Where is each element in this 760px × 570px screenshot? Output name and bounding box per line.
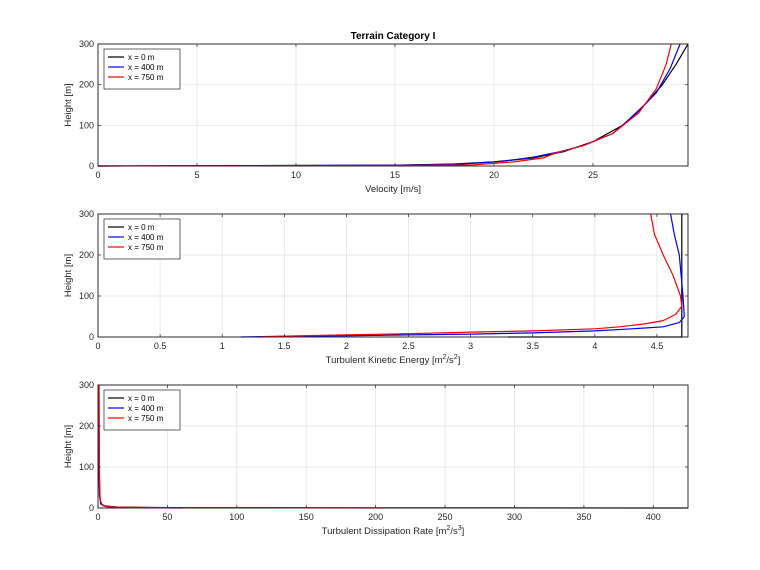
x-tick-label: 300	[507, 512, 522, 522]
y-tick-label: 100	[79, 462, 94, 472]
x-tick-label: 4.5	[651, 341, 664, 351]
y-tick-label: 300	[79, 209, 94, 219]
series-group	[98, 43, 689, 167]
x-tick-label: 15	[390, 170, 400, 180]
legend-entry: x = 0 m	[128, 394, 155, 403]
x-tick-label: 20	[489, 170, 499, 180]
x-axis-label: Turbulent Kinetic Energy [m2/s2]	[326, 354, 461, 366]
legend: x = 0 mx = 400 mx = 750 m	[103, 218, 181, 260]
chart-title: Terrain Category I	[351, 31, 436, 42]
legend-entry: x = 750 m	[128, 414, 164, 423]
subplot-2: 0 0.5 1 1.5 2 2.5 3 3.5 4 4.5 0 100 200 300 Turbulent …	[63, 209, 689, 366]
x-tick-label: 3.5	[526, 341, 539, 351]
plot-border	[97, 43, 689, 167]
plot-area	[97, 384, 689, 509]
x-tick-label: 1.5	[278, 341, 291, 351]
x-tick-label: 250	[438, 512, 453, 522]
plot-border	[97, 213, 689, 338]
y-tick-label: 0	[89, 161, 94, 171]
x-tick-label: 350	[576, 512, 591, 522]
y-tick-label: 200	[79, 250, 94, 260]
legend-entry: x = 0 m	[128, 53, 155, 62]
y-tick-label: 200	[79, 80, 94, 90]
x-tick-label: 2	[344, 341, 349, 351]
y-axis-label: Height [m]	[63, 83, 74, 126]
y-tick-label: 200	[79, 421, 94, 431]
legend-box	[103, 48, 181, 90]
x-tick-label: 3	[468, 341, 473, 351]
series-line-3	[259, 213, 683, 338]
y-tick-label: 0	[89, 503, 94, 513]
x-tick-label: 0	[95, 170, 100, 180]
x-tick-label: 4	[592, 341, 597, 351]
subplot-3: 0 50 100 150 200 250 300 350 400 0 100 200 300 Turbul…	[63, 380, 689, 537]
legend-entry: x = 750 m	[128, 243, 164, 252]
y-axis-label: Height [m]	[63, 254, 74, 297]
y-tick-label: 100	[79, 291, 94, 301]
plot-area	[97, 43, 689, 167]
x-tick-label: 2.5	[402, 341, 415, 351]
x-axis-label: Turbulent Dissipation Rate [m2/s3]	[322, 525, 465, 537]
subplot-1: 0 5 10 15 20 25 0 100 200 300 Terrain Category I Ve…	[63, 31, 689, 195]
legend: x = 0 mx = 400 mx = 750 m	[103, 389, 181, 431]
plot-border	[97, 384, 689, 509]
x-tick-label: 0	[95, 512, 100, 522]
x-tick-label: 400	[646, 512, 661, 522]
y-axis-label: Height [m]	[63, 425, 74, 468]
x-tick-label: 25	[588, 170, 598, 180]
x-tick-label: 1	[220, 341, 225, 351]
x-axis-label: Velocity [m/s]	[365, 184, 421, 195]
x-tick-label: 0.5	[154, 341, 167, 351]
y-tick-label: 100	[79, 120, 94, 130]
legend-entry: x = 400 m	[128, 233, 164, 242]
legend-entry: x = 750 m	[128, 73, 164, 82]
y-tick-label: 300	[79, 380, 94, 390]
plot-area	[97, 213, 689, 338]
x-tick-label: 200	[368, 512, 383, 522]
x-tick-label: 0	[95, 341, 100, 351]
x-tick-label: 50	[162, 512, 172, 522]
legend-entry: x = 400 m	[128, 63, 164, 72]
x-tick-label: 100	[229, 512, 244, 522]
y-tick-label: 300	[79, 39, 94, 49]
x-tick-label: 150	[299, 512, 314, 522]
series-line-3	[98, 43, 672, 167]
y-tick-label: 0	[89, 332, 94, 342]
legend-box	[103, 218, 181, 260]
legend: x = 0 mx = 400 mx = 750 m	[103, 48, 181, 90]
legend-box	[103, 389, 181, 431]
x-tick-label: 10	[291, 170, 301, 180]
legend-entry: x = 0 m	[128, 223, 155, 232]
legend-entry: x = 400 m	[128, 404, 164, 413]
x-tick-label: 5	[194, 170, 199, 180]
series-line-2	[240, 213, 685, 338]
